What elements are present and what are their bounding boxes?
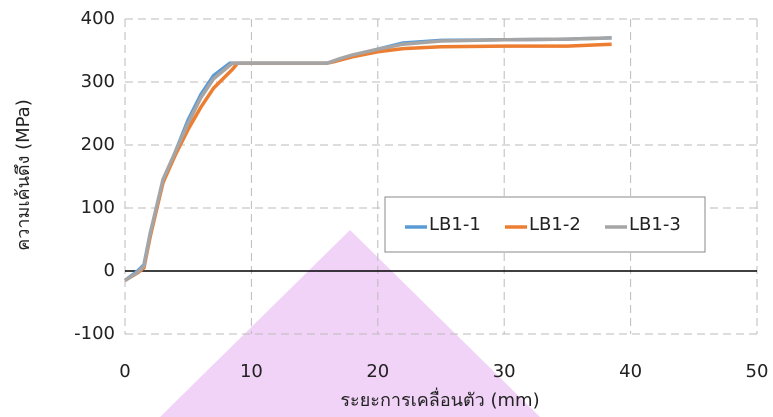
y-axis-label: ความเค้นดึง (MPa) [13,99,34,250]
x-axis-label: ระยะการเคลื่อนตัว (mm) [340,387,539,411]
y-tick-label: 200 [81,134,115,155]
y-tick-label: 100 [81,197,115,218]
x-tick-label: 50 [746,361,769,382]
y-tick-label: -100 [74,323,115,344]
legend-label: LB1-1 [429,214,481,235]
watermark [160,230,540,417]
y-tick-label: 0 [104,260,115,281]
x-tick-label: 30 [493,361,516,382]
legend-label: LB1-2 [529,214,581,235]
y-tick-label: 300 [81,71,115,92]
y-tick-label: 400 [81,8,115,29]
legend-label: LB1-3 [629,214,681,235]
x-tick-label: 20 [366,361,389,382]
watermark-shape [160,230,540,417]
x-tick-label: 10 [240,361,263,382]
legend-box [384,196,706,253]
legend: LB1-1 LB1-2 LB1-3 [384,196,706,253]
series-line [124,36,612,282]
x-tick-label: 0 [119,361,130,382]
x-tick-label: 40 [619,361,642,382]
